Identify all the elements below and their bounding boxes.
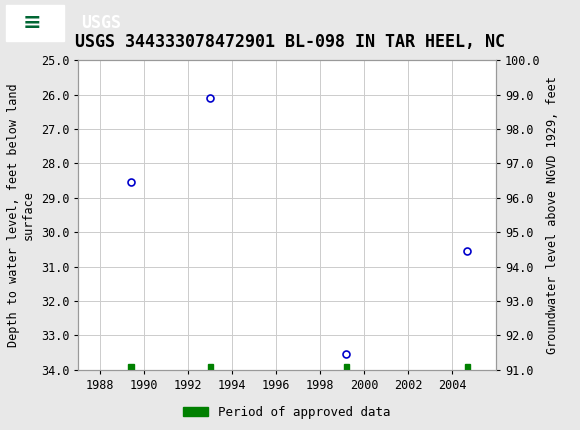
Text: USGS 344333078472901 BL-098 IN TAR HEEL, NC: USGS 344333078472901 BL-098 IN TAR HEEL,… xyxy=(75,33,505,51)
Text: ≡: ≡ xyxy=(23,12,41,33)
Bar xyxy=(465,364,470,370)
Bar xyxy=(128,364,133,370)
Y-axis label: Depth to water level, feet below land
surface: Depth to water level, feet below land su… xyxy=(7,83,35,347)
Bar xyxy=(208,364,213,370)
Text: USGS: USGS xyxy=(81,14,121,31)
Bar xyxy=(344,364,349,370)
Y-axis label: Groundwater level above NGVD 1929, feet: Groundwater level above NGVD 1929, feet xyxy=(546,76,559,354)
FancyBboxPatch shape xyxy=(6,4,64,41)
Legend: Period of approved data: Period of approved data xyxy=(179,401,396,424)
